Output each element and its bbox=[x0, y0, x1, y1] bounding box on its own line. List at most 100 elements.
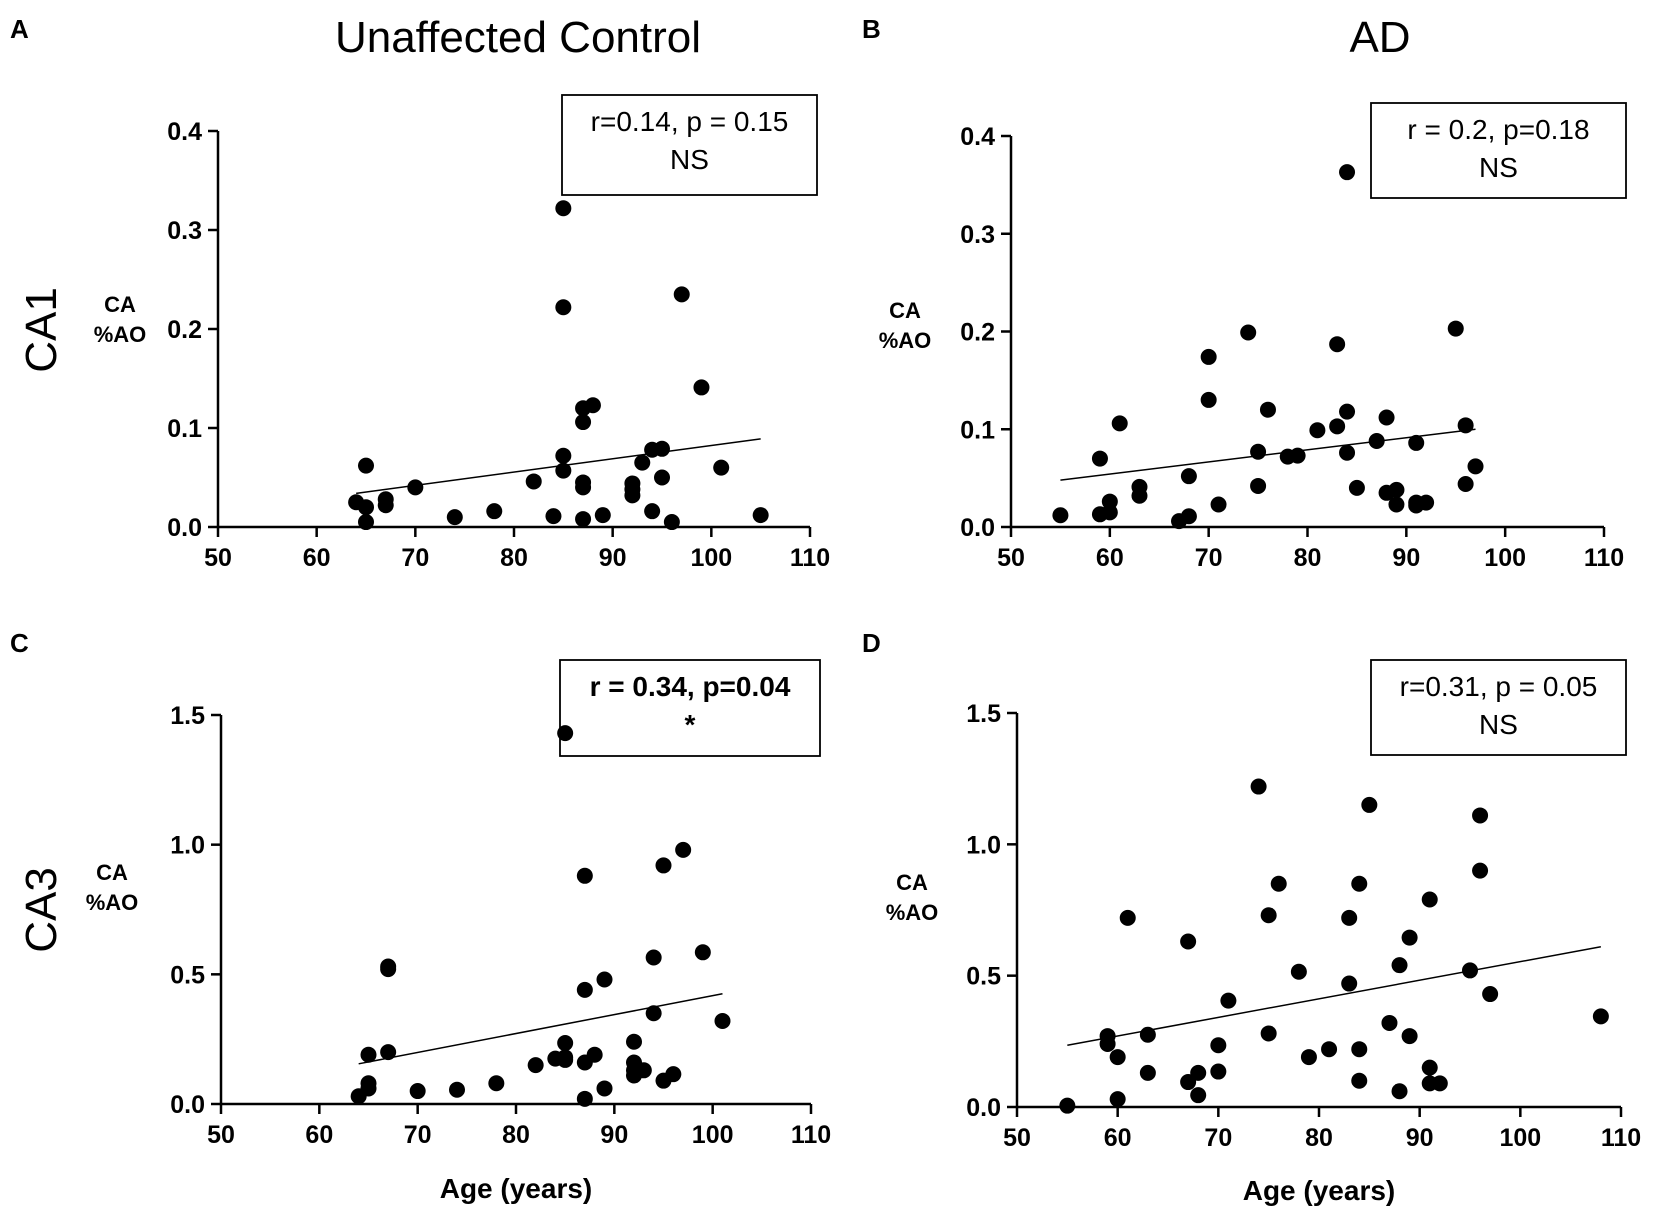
data-point bbox=[358, 457, 374, 474]
data-point bbox=[1401, 1028, 1418, 1045]
data-point bbox=[525, 473, 542, 490]
data-point bbox=[584, 397, 601, 414]
data-point bbox=[1592, 1008, 1609, 1025]
column-title-ad: AD bbox=[1349, 13, 1410, 62]
panel-c: C CA %AO 0.0 0.5 1.0 1.5 50 60 70 80 90 100 110 Age (y… bbox=[10, 628, 831, 1204]
stats-significance: * bbox=[685, 709, 696, 740]
stats-correlation: r = 0.34, p=0.04 bbox=[590, 671, 791, 702]
data-point bbox=[446, 509, 463, 526]
data-point bbox=[1260, 1025, 1277, 1042]
data-point bbox=[1408, 434, 1425, 451]
data-point bbox=[1270, 875, 1287, 892]
y-axis-label: CA bbox=[104, 292, 136, 317]
data-point bbox=[1200, 391, 1217, 408]
row-title-ca1: CA1 bbox=[17, 287, 66, 373]
data-point bbox=[1457, 475, 1474, 492]
x-tick-label: 110 bbox=[1584, 544, 1624, 572]
data-point bbox=[1220, 992, 1237, 1009]
data-point bbox=[360, 1080, 377, 1097]
data-point bbox=[1190, 1064, 1207, 1081]
y-tick-label: 0.3 bbox=[960, 221, 995, 249]
data-point bbox=[1109, 1091, 1126, 1108]
regression-line bbox=[1060, 428, 1476, 481]
data-point bbox=[586, 1046, 603, 1063]
data-point bbox=[1250, 778, 1267, 795]
y-axis-label: CA bbox=[896, 870, 928, 895]
data-point bbox=[1361, 796, 1378, 813]
data-point bbox=[358, 514, 374, 531]
y-tick-label: 0.0 bbox=[960, 514, 995, 542]
stats-significance: NS bbox=[670, 144, 709, 175]
data-point bbox=[1351, 875, 1368, 892]
data-point bbox=[1210, 1037, 1227, 1054]
data-point bbox=[1180, 508, 1197, 525]
data-point bbox=[576, 867, 593, 884]
data-point bbox=[358, 499, 374, 516]
data-point bbox=[1300, 1049, 1317, 1066]
data-point bbox=[377, 497, 394, 514]
data-point bbox=[1351, 1041, 1368, 1058]
data-point bbox=[596, 971, 613, 988]
data-point bbox=[575, 511, 592, 528]
stats-box bbox=[1370, 659, 1627, 756]
x-tick-label: 90 bbox=[600, 1121, 628, 1149]
x-tick-label: 60 bbox=[1096, 544, 1124, 572]
panels: A CA %AO 0.0 0.1 0.2 0.3 0.4 50 60 70 80 90 100 110 r=0… bbox=[10, 14, 1641, 1206]
data-point bbox=[1119, 909, 1136, 926]
data-point bbox=[1180, 468, 1197, 485]
x-tick-label: 100 bbox=[692, 1121, 734, 1149]
data-point bbox=[626, 1033, 642, 1050]
row-title-ca3: CA3 bbox=[17, 867, 66, 953]
data-point bbox=[1341, 975, 1358, 992]
data-point bbox=[1457, 417, 1474, 434]
y-axis-label: %AO bbox=[886, 900, 939, 925]
data-point bbox=[1368, 432, 1385, 449]
data-point bbox=[634, 454, 651, 471]
panel-a: A CA %AO 0.0 0.1 0.2 0.3 0.4 50 60 70 80 90 100 110 r=0… bbox=[10, 14, 830, 572]
data-point bbox=[1339, 164, 1356, 181]
data-point bbox=[1139, 1026, 1156, 1043]
data-point bbox=[1381, 1014, 1398, 1031]
data-point bbox=[635, 1062, 652, 1079]
data-point bbox=[1462, 962, 1478, 979]
data-point bbox=[380, 1044, 397, 1061]
regression-line bbox=[358, 993, 723, 1065]
x-axis-title: Age (years) bbox=[1243, 1175, 1396, 1206]
y-tick-label: 0.1 bbox=[167, 415, 202, 443]
x-tick-label: 110 bbox=[791, 1121, 831, 1149]
data-point bbox=[545, 508, 562, 525]
data-point bbox=[645, 1005, 662, 1022]
y-axis-label: %AO bbox=[86, 890, 139, 915]
data-point bbox=[654, 469, 670, 486]
data-point bbox=[555, 447, 572, 464]
data-point bbox=[557, 725, 574, 742]
stats-significance: NS bbox=[1479, 152, 1518, 183]
x-tick-label: 70 bbox=[1204, 1124, 1232, 1152]
x-tick-label: 60 bbox=[303, 544, 331, 572]
x-tick-label: 110 bbox=[1601, 1124, 1641, 1152]
panel-b: B CA %AO 0.0 0.1 0.2 0.3 0.4 50 60 70 80 90 100 110 r =… bbox=[862, 14, 1627, 572]
y-tick-label: 0.4 bbox=[167, 118, 202, 146]
x-axis-title: Age (years) bbox=[440, 1173, 593, 1204]
data-point bbox=[555, 462, 572, 479]
data-point bbox=[555, 200, 572, 217]
data-point bbox=[407, 479, 424, 496]
data-point bbox=[665, 1066, 682, 1083]
x-tick-label: 100 bbox=[1484, 544, 1526, 572]
data-point bbox=[555, 299, 572, 316]
x-tick-label: 50 bbox=[997, 544, 1025, 572]
data-point bbox=[1391, 957, 1408, 974]
data-point bbox=[449, 1081, 465, 1098]
data-point bbox=[1329, 336, 1346, 353]
data-point bbox=[1467, 458, 1484, 475]
x-tick-label: 100 bbox=[1499, 1124, 1541, 1152]
data-point bbox=[1131, 487, 1148, 504]
data-point bbox=[1210, 496, 1227, 513]
data-point bbox=[1418, 494, 1435, 511]
data-point bbox=[1139, 1064, 1156, 1081]
data-point bbox=[596, 1080, 613, 1097]
data-point bbox=[1388, 481, 1405, 498]
y-axis-label: %AO bbox=[94, 322, 147, 347]
data-point bbox=[693, 379, 710, 396]
